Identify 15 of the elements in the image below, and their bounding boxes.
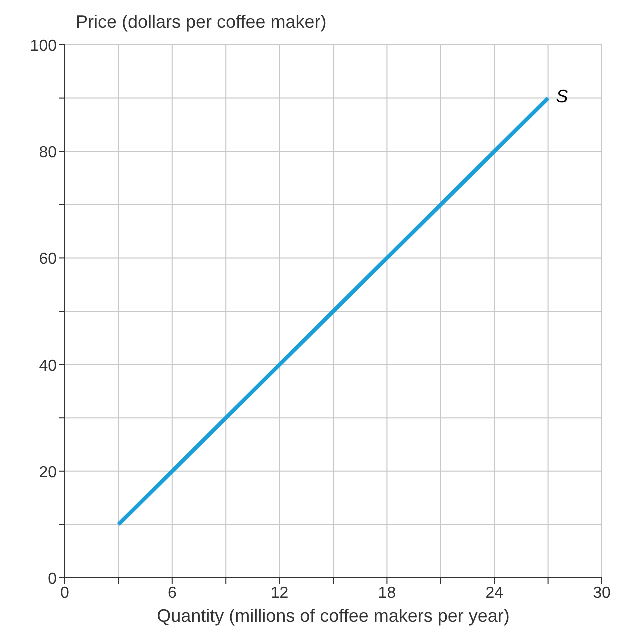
y-tick-label: 60 xyxy=(39,251,58,268)
y-tick-label: 20 xyxy=(39,464,58,482)
y-axis-title: Price (dollars per coffee maker) xyxy=(76,12,327,32)
x-tick-label: 12 xyxy=(270,585,289,602)
x-tick-label: 30 xyxy=(593,585,611,602)
x-tick-label: 6 xyxy=(168,585,177,602)
x-tick-label: 18 xyxy=(378,585,396,602)
x-tick-label: 0 xyxy=(60,585,70,602)
y-tick-label: 100 xyxy=(30,38,58,55)
y-tick-label: 0 xyxy=(48,571,58,588)
y-tick-label: 80 xyxy=(39,144,58,162)
x-axis-title: Quantity (millions of coffee makers per year) xyxy=(157,606,510,626)
series-label: S xyxy=(556,86,568,106)
x-tick-label: 24 xyxy=(486,585,504,602)
y-tick-label: 40 xyxy=(39,358,58,375)
